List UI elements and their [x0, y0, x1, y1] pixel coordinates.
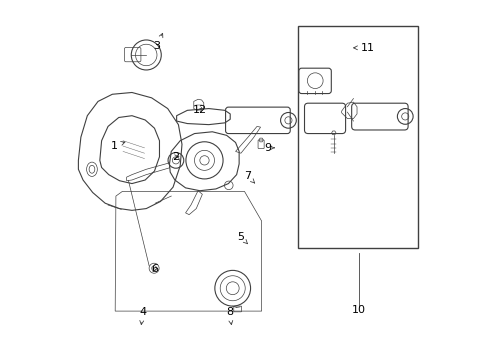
Text: 9: 9	[264, 143, 274, 153]
Text: 8: 8	[225, 307, 233, 325]
Text: 5: 5	[237, 232, 247, 244]
Text: 4: 4	[139, 307, 146, 325]
Bar	[298, 26, 417, 248]
Text: 1: 1	[110, 141, 124, 151]
Text: 10: 10	[351, 305, 365, 315]
Text: 7: 7	[244, 171, 254, 183]
Text: 6: 6	[151, 264, 158, 274]
Text: 2: 2	[172, 152, 179, 162]
Text: 12: 12	[192, 105, 206, 115]
Text: 11: 11	[353, 43, 374, 53]
Text: 3: 3	[153, 33, 163, 51]
